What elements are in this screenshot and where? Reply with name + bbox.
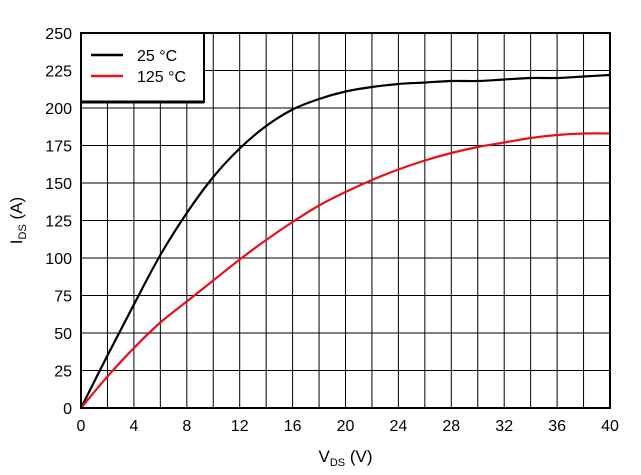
x-tick-label: 24	[390, 418, 408, 435]
axis-title-unit: (V)	[345, 447, 372, 466]
y-tick-label: 250	[45, 26, 72, 43]
x-tick-label: 16	[284, 418, 302, 435]
series-line-2	[79, 132, 612, 410]
x-tick-label: 32	[495, 418, 513, 435]
x-tick-label: 8	[182, 418, 191, 435]
axis-title-subscript: DS	[330, 457, 345, 469]
y-tick-label: 100	[45, 251, 72, 268]
axis-title-unit: (A)	[7, 197, 26, 224]
y-tick-label: 50	[54, 326, 72, 343]
legend-label: 25 °C	[137, 48, 177, 65]
legend: 25 °C 125 °C	[80, 32, 205, 104]
y-tick-label: 225	[45, 64, 72, 81]
x-tick-label: 0	[77, 418, 86, 435]
x-axis-title: VDS (V)	[318, 447, 372, 469]
legend-box	[80, 32, 205, 103]
grid	[81, 33, 610, 408]
legend-label: 125 °C	[137, 69, 186, 86]
series-line-1	[79, 73, 612, 410]
x-tick-label: 28	[442, 418, 460, 435]
axis-title-main: V	[318, 447, 330, 466]
x-tick-label: 12	[231, 418, 249, 435]
series-layer	[79, 73, 612, 410]
y-tick-label: 25	[54, 364, 72, 381]
y-tick-label: 75	[54, 289, 72, 306]
y-tick-labels: 0 25 50 75 100 125 150 175 200 225 250	[45, 26, 72, 418]
axis-title-main: I	[7, 239, 26, 244]
x-tick-label: 36	[548, 418, 566, 435]
x-tick-labels: 0 4 8 12 16 20 24 28 32 36 40	[77, 418, 619, 435]
x-tick-label: 40	[601, 418, 619, 435]
y-tick-label: 150	[45, 176, 72, 193]
y-tick-label: 200	[45, 101, 72, 118]
y-axis-title: IDS (A)	[7, 197, 29, 244]
axis-title-subscript: DS	[17, 224, 29, 239]
y-tick-label: 0	[63, 401, 72, 418]
plot-frame	[80, 32, 611, 409]
y-tick-label: 125	[45, 214, 72, 231]
x-tick-label: 20	[337, 418, 355, 435]
y-tick-label: 175	[45, 139, 72, 156]
x-tick-label: 4	[129, 418, 138, 435]
